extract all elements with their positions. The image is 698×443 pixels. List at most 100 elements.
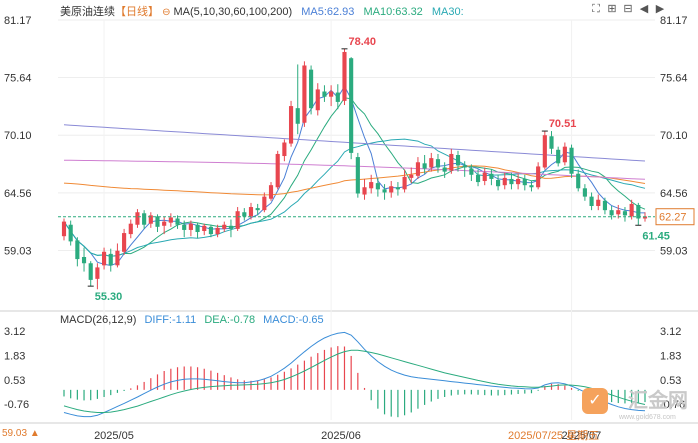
candle-body [602,200,608,211]
candle-body [215,227,220,235]
candle-body [375,183,380,190]
candle-body [202,225,207,231]
candle-body [195,224,200,233]
candle-body [415,162,421,176]
zoom-out-icon[interactable]: ⊟ [623,3,633,15]
x-tick-label: 2025/07 [562,430,602,442]
macd-settings-label[interactable]: MACD(26,12,9) [60,314,137,326]
candle-body [609,210,614,216]
candle-body [81,256,87,264]
candle-body [222,224,227,229]
macd-tick-label-left: 0.53 [4,375,25,387]
y-tick-label-left: 70.10 [4,130,32,142]
y-tick-label-right: 81.17 [660,15,688,27]
candle-body [342,51,347,101]
candle-body [442,167,447,172]
candle-body [182,224,187,230]
macd-diff-value: DIFF:-1.11 [144,314,197,326]
moving-averages [63,85,646,267]
candle-body [642,216,648,219]
candle-body [529,185,534,188]
candle-body [435,159,441,168]
candle-body [295,108,300,124]
candle-body [101,251,107,266]
y-tick-label-left: 81.17 [4,15,32,27]
candle-body [355,157,360,194]
watermark-text: 汇金网 [628,390,688,412]
candle-body [536,166,541,188]
candle-body [208,226,213,235]
ma60-line [63,165,646,196]
candle-body [349,58,354,153]
last-price-box [655,208,695,226]
candle-body [629,203,634,217]
candle-body [382,189,387,193]
candle-body [482,172,487,182]
candle-body [168,217,173,223]
candle-body [235,211,240,229]
candle-body [142,213,147,225]
candle-body [162,221,167,226]
candle-body [68,224,73,242]
macd-macd-value: MACD:-0.65 [263,314,324,326]
candle-body [275,153,280,188]
candle-body [248,207,254,217]
candle-body [228,225,234,229]
candle-body [88,263,93,280]
candle-body [475,174,481,183]
candle-body [496,179,501,187]
ma5-line [63,85,646,267]
x-tick-label: 2025/06 [321,430,361,442]
fullscreen-icon[interactable]: ⛶ [592,3,600,15]
ma5-value: MA5:62.93 [301,6,355,18]
candle-body [455,154,461,166]
candle-body [569,147,574,174]
candle-body [422,163,427,169]
candle-body [242,212,247,217]
ma200-line [63,124,646,162]
macd-tick-label-left: -0.76 [4,399,29,411]
y-tick-label-left: 59.03 [4,245,32,257]
candle-body [262,196,267,211]
ma10-value: MA10:63.32 [363,6,423,18]
candle-body [469,168,474,175]
candle-body [522,178,527,186]
period-label[interactable]: 【日线】 [115,6,159,18]
last-price-label: 62.27 [659,212,687,224]
scroll-right-icon[interactable]: ▶ [655,3,665,15]
minus-circle-icon[interactable]: ⊖ [162,7,171,18]
y-tick-label-right: 59.03 [660,245,688,257]
candle-body [389,186,394,193]
axes: 81.17 81.17 75.64 75.64 70.10 70.10 64.56 64.56… [4,15,695,442]
candle-body [582,188,587,197]
candle-body [255,208,260,211]
candle-body [549,136,554,149]
price-tick-label: 59.03 [2,428,28,439]
candle-body [636,204,641,219]
corner-marker[interactable]: 59.03 ▲ [2,428,40,439]
candle-body [402,176,407,190]
candle-body [115,250,120,266]
macd-tick-label-right: -0.76 [660,399,685,411]
candle-body [95,267,100,279]
candle-body [335,92,340,102]
candle-body [395,187,400,190]
candle-body [622,211,628,216]
candle-body [509,178,514,185]
candle-body [135,212,140,225]
y-tick-label-left: 64.56 [4,188,32,200]
ma-settings-label[interactable]: MA(5,10,30,60,100,200) [173,6,293,18]
candle-body [409,174,414,178]
candle-body [309,69,314,109]
date-readout: 2025/07/25 星期五 [508,430,600,442]
grid [0,19,698,424]
candle-body [128,223,133,235]
candle-body [322,91,327,97]
zoom-in-icon[interactable]: ⊞ [607,3,617,15]
macd-dea-line [63,349,646,413]
candle-body [288,106,294,144]
high-annotation: 70.51 [549,118,577,130]
macd-header: MACD(26,12,9) DIFF:-1.11 DEA:-0.78 MACD:… [60,314,324,326]
macd-panel [63,331,646,418]
scroll-left-icon[interactable]: ◀ [639,3,649,15]
